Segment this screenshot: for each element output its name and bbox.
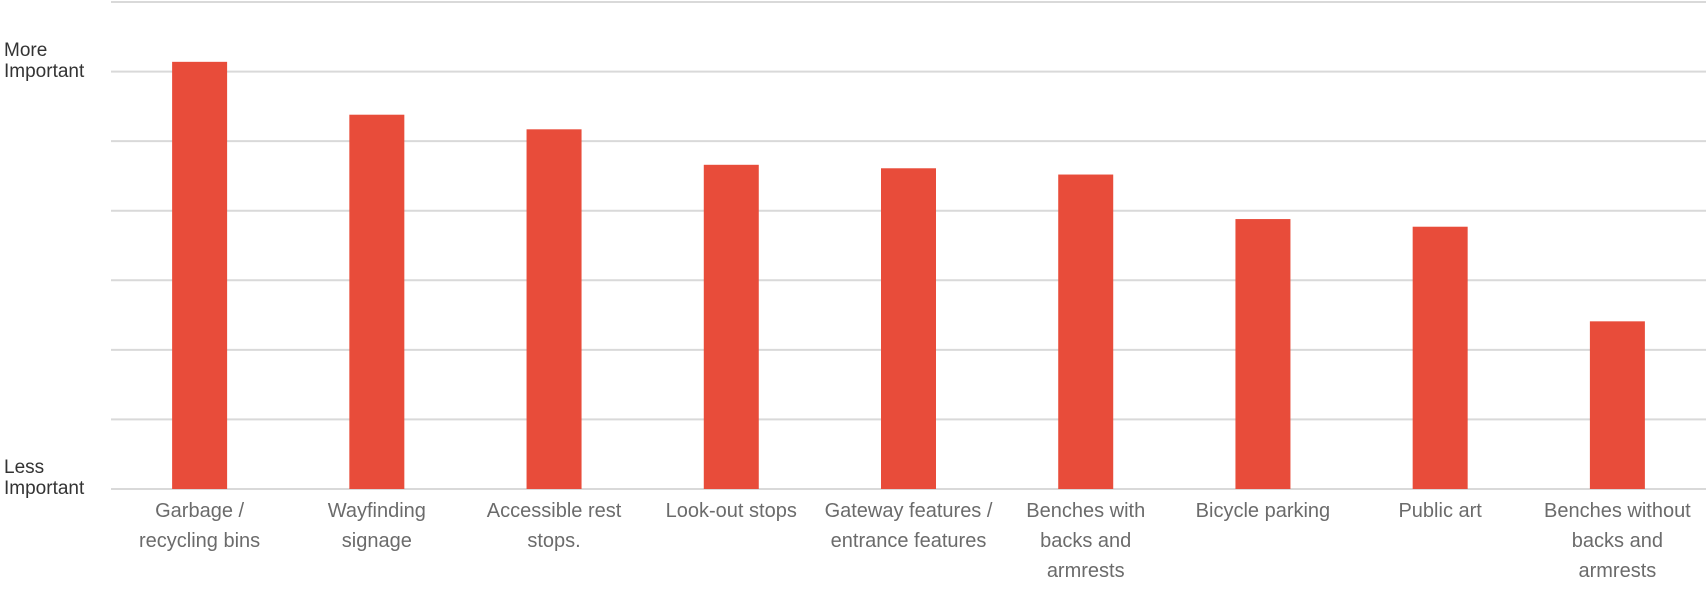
x-tick-label: Wayfinding signage — [327, 500, 426, 552]
bar — [1589, 321, 1645, 489]
bar — [1412, 226, 1468, 490]
x-tick-label: Garbage / recycling bins — [139, 500, 261, 552]
x-tick-label: Look-out stops — [665, 500, 797, 522]
bar — [1235, 219, 1291, 489]
bar — [1058, 174, 1114, 489]
x-tick-label: Gateway features / entrance features — [824, 500, 993, 552]
bar — [172, 61, 228, 490]
x-tick-label: Bicycle parking — [1195, 500, 1331, 522]
bar — [881, 168, 936, 490]
bar — [526, 129, 582, 489]
bar — [349, 114, 405, 489]
x-tick-label: Benches without backs and armrests — [1543, 500, 1691, 582]
y-tick-label: Less Important — [4, 457, 85, 499]
x-tick-label: Benches with backs and armrests — [1026, 500, 1146, 582]
x-tick-label: Public art — [1398, 500, 1482, 522]
bar — [703, 164, 759, 489]
x-tick-label: Accessible rest stops. — [486, 500, 622, 552]
y-tick-label: More Important — [4, 39, 85, 82]
